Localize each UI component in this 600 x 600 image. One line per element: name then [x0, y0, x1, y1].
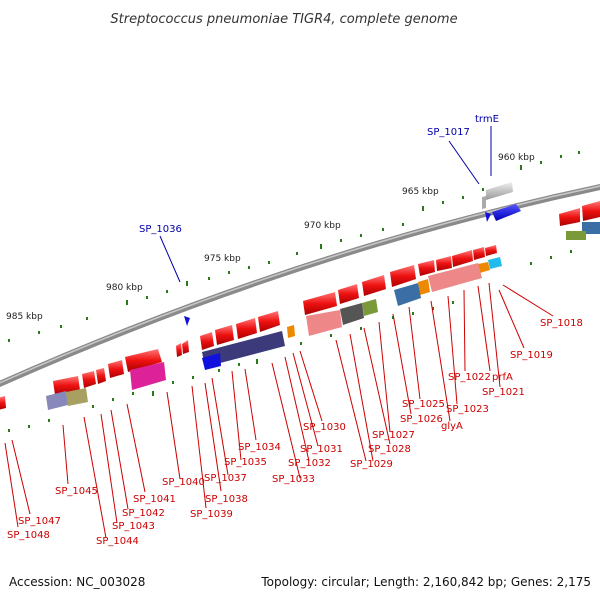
- gene-block-12[interactable]: [215, 325, 234, 345]
- gene-label-sp1018: SP_1018: [540, 318, 583, 329]
- gene-marker[interactable]: [485, 212, 491, 222]
- gene-block-3[interactable]: [452, 250, 473, 267]
- scale-label-985: 985 kbp: [6, 312, 43, 322]
- gene-label-trmE: trmE: [475, 114, 499, 125]
- gene-sp1017[interactable]: [482, 196, 486, 209]
- gene-label-sp1034: SP_1034: [238, 442, 281, 453]
- gene-block-5[interactable]: [418, 260, 435, 276]
- gene-block-20[interactable]: [53, 376, 80, 395]
- gene-block-10[interactable]: [258, 311, 280, 332]
- gene-label-sp1029: SP_1029: [350, 459, 393, 470]
- gene-label-sp1019: SP_1019: [510, 350, 553, 361]
- gene-block-15[interactable]: [176, 343, 182, 357]
- gene-label-sp1037: SP_1037: [204, 473, 247, 484]
- gene-label-prfA: prfA: [492, 372, 513, 383]
- scale-label-975: 975 kbp: [204, 254, 241, 264]
- cog-bars: [46, 257, 502, 410]
- gene-block-2[interactable]: [473, 247, 485, 260]
- gene-block-7[interactable]: [362, 275, 386, 296]
- gene-label-sp1030: SP_1030: [303, 422, 346, 433]
- gene-block-19[interactable]: [82, 371, 96, 388]
- gene-trmE[interactable]: [486, 182, 513, 200]
- gene-label-sp1038: SP_1038: [205, 494, 248, 505]
- scale-label-980: 980 kbp: [106, 283, 143, 293]
- upper-genes: [482, 182, 600, 240]
- gene-block-14[interactable]: [182, 340, 189, 354]
- leader-lines-blue: [159, 126, 492, 283]
- gene-block-21[interactable]: [0, 396, 6, 410]
- topology-summary: Topology: circular; Length: 2,160,842 bp…: [260, 575, 591, 589]
- gene-block-9[interactable]: [303, 292, 337, 315]
- gene-label-sp1045: SP_1045: [55, 486, 98, 497]
- gene-block-13[interactable]: [200, 332, 214, 350]
- scale-label-965: 965 kbp: [402, 187, 439, 197]
- gene-block-16[interactable]: [125, 349, 162, 372]
- gene-label-sp1032: SP_1032: [288, 458, 331, 469]
- gene-label-sp1041: SP_1041: [133, 494, 176, 505]
- genome-backbone-highlight: [0, 185, 600, 384]
- gene-right-2[interactable]: [582, 201, 600, 221]
- accession-label: Accession: NC_003028: [9, 575, 145, 589]
- gene-label-sp1027: SP_1027: [372, 430, 415, 441]
- scale-label-970: 970 kbp: [304, 221, 341, 231]
- gene-label-sp1043: SP_1043: [112, 521, 155, 532]
- leader-lines: [4, 282, 554, 539]
- genome-backbone: [0, 184, 600, 388]
- map-title: Streptococcus pneumoniae TIGR4, complete…: [110, 12, 457, 27]
- gene-label-sp1035: SP_1035: [224, 457, 267, 468]
- gene-label-sp1047: SP_1047: [18, 516, 61, 527]
- gene-block-6[interactable]: [390, 265, 416, 287]
- gene-label-sp1022: SP_1022: [448, 372, 491, 383]
- scale-track: [8, 151, 580, 342]
- gene-label-sp1042: SP_1042: [122, 508, 165, 519]
- gene-label-sp1025: SP_1025: [402, 399, 445, 410]
- gene-block-18[interactable]: [96, 368, 106, 384]
- cog-bar-right-blue: [582, 222, 600, 234]
- lower-track: [8, 250, 572, 432]
- gene-label-sp1021: SP_1021: [482, 387, 525, 398]
- gene-right-1[interactable]: [559, 208, 580, 226]
- gene-label-sp1039: SP_1039: [190, 509, 233, 520]
- gene-label-sp1033: SP_1033: [272, 474, 315, 485]
- gene-label-sp1040: SP_1040: [162, 477, 205, 488]
- gene-block-4[interactable]: [436, 256, 452, 271]
- gene-label-sp1048: SP_1048: [7, 530, 50, 541]
- gene-label-sp1044: SP_1044: [96, 536, 139, 547]
- gene-label-sp1031: SP_1031: [300, 444, 343, 455]
- gene-blue-upper[interactable]: [492, 204, 521, 221]
- gene-block-11[interactable]: [236, 318, 257, 339]
- gene-block-8[interactable]: [338, 284, 359, 304]
- lower-genes: [0, 245, 497, 410]
- scale-label-960: 960 kbp: [498, 153, 535, 163]
- gene-label-glyA: glyA: [441, 421, 463, 432]
- gene-label-sp1036: SP_1036: [139, 224, 182, 235]
- gene-block-17[interactable]: [108, 360, 124, 378]
- gene-label-sp1023: SP_1023: [446, 404, 489, 415]
- gene-sp1036[interactable]: [184, 316, 190, 326]
- gene-label-sp1017: SP_1017: [427, 127, 470, 138]
- cog-bar-right-olive: [566, 231, 586, 240]
- gene-label-sp1028: SP_1028: [368, 444, 411, 455]
- gene-block-1[interactable]: [485, 245, 497, 256]
- gene-label-sp1026: SP_1026: [400, 414, 443, 425]
